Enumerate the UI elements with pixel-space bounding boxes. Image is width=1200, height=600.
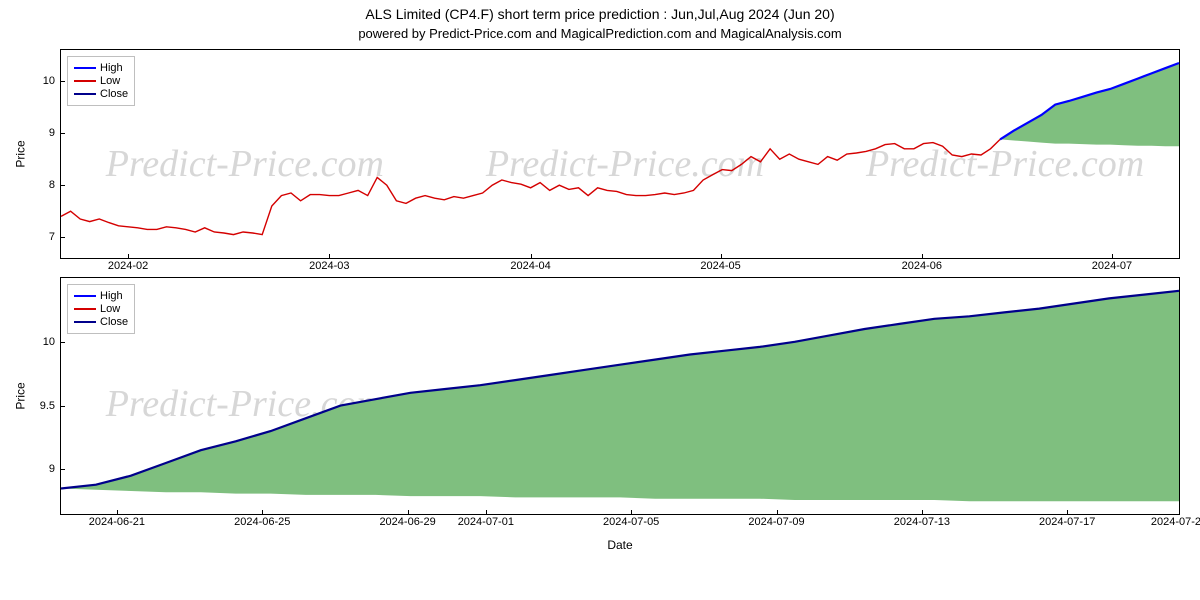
y-tick-label: 8: [49, 179, 55, 191]
x-tick-label: 2024-02: [108, 260, 148, 272]
y-tick-label: 9: [49, 463, 55, 475]
legend-item: High: [74, 62, 128, 74]
x-tick-label: 2024-07-05: [603, 516, 659, 528]
legend: HighLowClose: [67, 284, 135, 334]
legend-label: Low: [100, 303, 120, 315]
legend-swatch: [74, 308, 96, 310]
x-tick-label: 2024-07-13: [894, 516, 950, 528]
y-axis-label: Price: [14, 382, 28, 409]
top-chart-svg: [61, 50, 1179, 258]
legend: HighLowClose: [67, 56, 135, 106]
chart-subtitle: powered by Predict-Price.com and Magical…: [0, 22, 1200, 41]
y-tick-label: 10: [43, 336, 55, 348]
x-tick-label: 2024-06-29: [379, 516, 435, 528]
legend-item: Close: [74, 316, 128, 328]
top-chart-wrap: Predict-Price.com Predict-Price.com Pred…: [0, 49, 1200, 259]
legend-swatch: [74, 93, 96, 95]
legend-item: Close: [74, 88, 128, 100]
chart-title: ALS Limited (CP4.F) short term price pre…: [0, 0, 1200, 22]
x-tick-label: 2024-06: [902, 260, 942, 272]
x-tick-label: 2024-03: [309, 260, 349, 272]
legend-label: High: [100, 290, 123, 302]
legend-swatch: [74, 80, 96, 82]
x-tick-label: 2024-07: [1092, 260, 1132, 272]
bottom-chart-wrap: Predict-Price.com Predict-Price.com Pred…: [0, 277, 1200, 515]
x-axis: 2024-02 2024-03 2024-04 2024-05 2024-06 2024-…: [61, 258, 1179, 278]
x-tick-label: 2024-07-09: [748, 516, 804, 528]
bottom-chart-svg: [61, 278, 1179, 514]
legend-swatch: [74, 321, 96, 323]
y-tick-label: 10: [43, 75, 55, 87]
legend-item: Low: [74, 75, 128, 87]
y-tick-label: 7: [49, 231, 55, 243]
x-axis-label: Date: [607, 538, 632, 552]
x-tick-label: 2024-07-21: [1151, 516, 1200, 528]
top-chart: Predict-Price.com Predict-Price.com Pred…: [60, 49, 1180, 259]
legend-label: Low: [100, 75, 120, 87]
y-tick-label: 9.5: [40, 400, 55, 412]
x-tick-label: 2024-07-01: [458, 516, 514, 528]
x-tick-label: 2024-06-21: [89, 516, 145, 528]
x-axis: 2024-06-21 2024-06-25 2024-06-29 2024-07-01…: [61, 514, 1179, 534]
x-tick-label: 2024-05: [700, 260, 740, 272]
x-tick-label: 2024-04: [510, 260, 550, 272]
legend-swatch: [74, 295, 96, 297]
legend-label: Close: [100, 88, 128, 100]
y-axis-label: Price: [14, 140, 28, 167]
legend-swatch: [74, 67, 96, 69]
legend-item: High: [74, 290, 128, 302]
x-tick-label: 2024-07-17: [1039, 516, 1095, 528]
x-tick-label: 2024-06-25: [234, 516, 290, 528]
legend-label: Close: [100, 316, 128, 328]
bottom-chart: Predict-Price.com Predict-Price.com Pred…: [60, 277, 1180, 515]
legend-label: High: [100, 62, 123, 74]
legend-item: Low: [74, 303, 128, 315]
y-tick-label: 9: [49, 127, 55, 139]
